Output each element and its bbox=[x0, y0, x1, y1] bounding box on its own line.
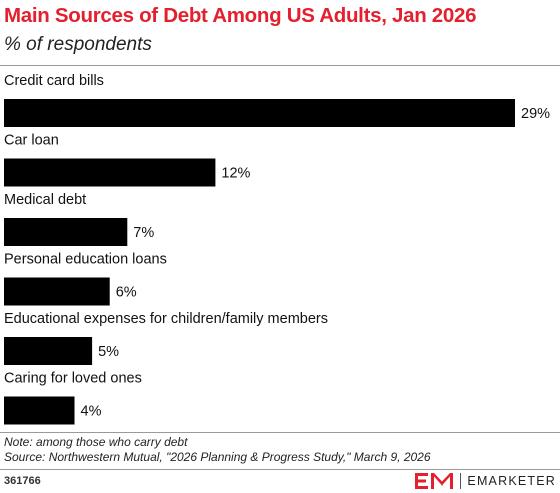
category-label: Medical debt bbox=[4, 192, 86, 208]
category-label: Educational expenses for children/family… bbox=[4, 311, 328, 327]
footer-divider bbox=[0, 432, 560, 433]
bar bbox=[4, 396, 75, 425]
chart-note: Note: among those who carry debt bbox=[4, 435, 188, 449]
logo-separator bbox=[460, 473, 462, 489]
value-label: 12% bbox=[221, 166, 250, 182]
bar bbox=[4, 218, 128, 246]
value-label: 6% bbox=[116, 285, 137, 301]
chart-subtitle: % of respondents bbox=[4, 34, 152, 55]
category-label: Credit card bills bbox=[4, 73, 104, 89]
value-label: 7% bbox=[133, 225, 154, 241]
bottom-divider bbox=[0, 469, 560, 470]
bar bbox=[4, 337, 93, 365]
chart-id: 361766 bbox=[4, 475, 41, 487]
chart-title: Main Sources of Debt Among US Adults, Ja… bbox=[4, 4, 477, 27]
brand-name: EMARKETER bbox=[467, 474, 556, 488]
bar bbox=[4, 99, 515, 127]
value-label: 29% bbox=[521, 106, 550, 122]
bar bbox=[4, 158, 216, 187]
chart-source: Source: Northwestern Mutual, "2026 Plann… bbox=[4, 450, 431, 464]
top-divider bbox=[0, 65, 560, 66]
em-logo-icon bbox=[415, 473, 454, 489]
category-label: Caring for loved ones bbox=[4, 371, 142, 387]
value-label: 5% bbox=[98, 344, 119, 360]
emarketer-logo: EMARKETER bbox=[414, 472, 556, 490]
bar-chart: Credit card bills 29% Car loan 12% Medical d… bbox=[4, 73, 550, 425]
value-label: 4% bbox=[81, 404, 102, 420]
category-label: Car loan bbox=[4, 133, 59, 149]
bar bbox=[4, 277, 110, 306]
category-label: Personal education loans bbox=[4, 252, 167, 268]
